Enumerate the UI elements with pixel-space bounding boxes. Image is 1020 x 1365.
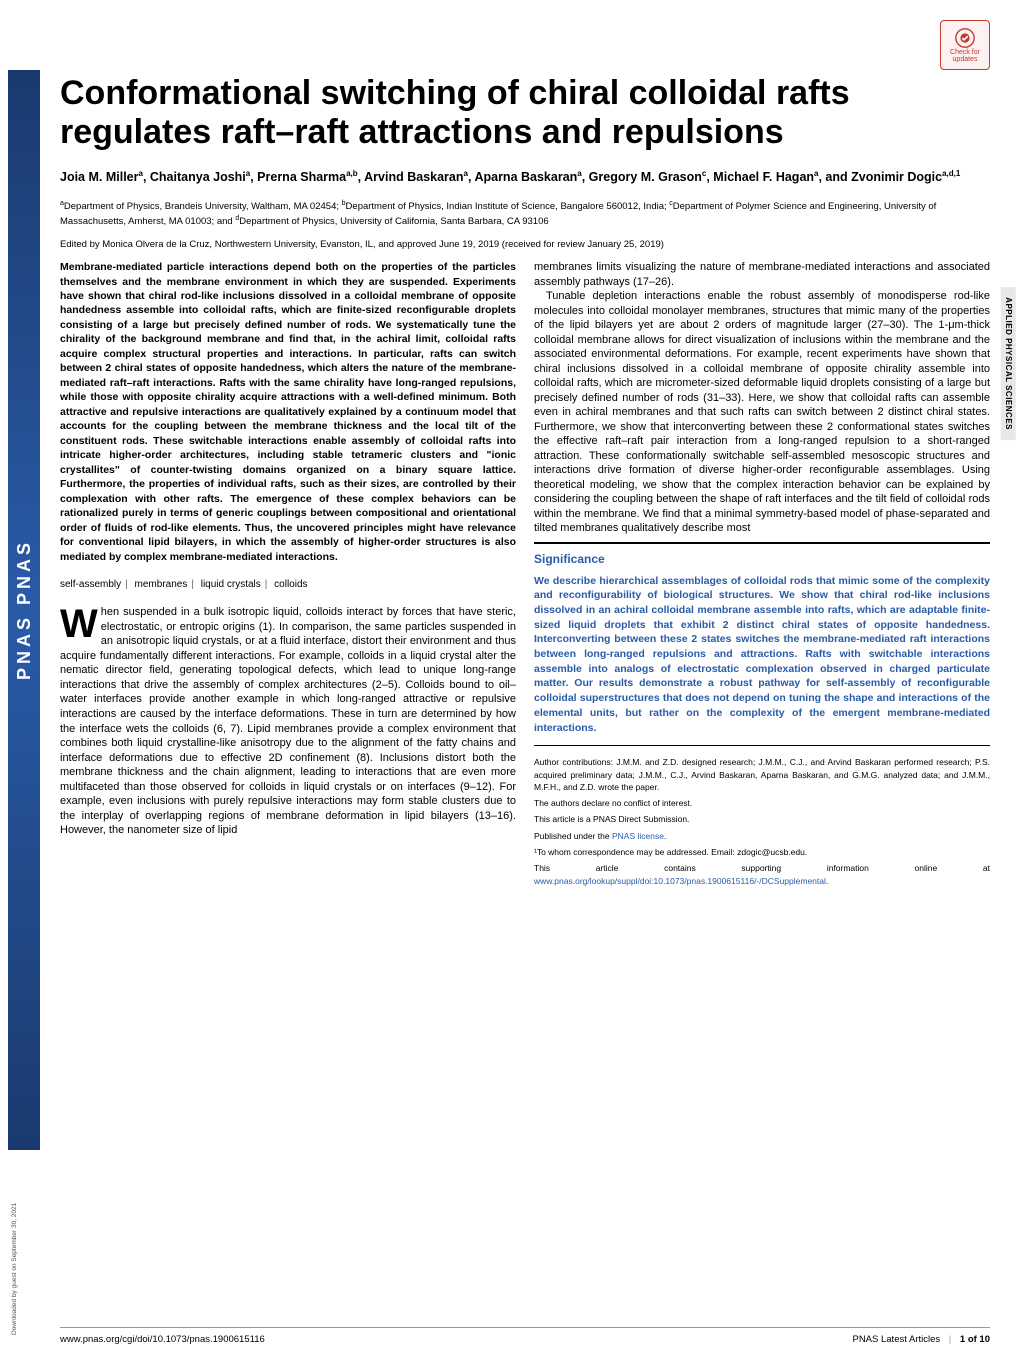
body-paragraph-right-2: Tunable depletion interactions enable th… [534,289,990,536]
footer-issue: PNAS Latest Articles [852,1334,940,1345]
corresponding-author: ¹To whom correspondence may be addressed… [534,846,990,858]
page-footer: www.pnas.org/cgi/doi/10.1073/pnas.190061… [60,1327,990,1345]
supp-pre: This article contains supporting informa… [534,863,990,873]
license-post: . [664,831,666,841]
left-column: Membrane-mediated particle interactions … [60,260,516,891]
journal-ribbon: PNAS PNAS [8,70,40,1150]
significance-heading: Significance [534,552,990,568]
footer-right: PNAS Latest Articles | 1 of 10 [852,1334,990,1345]
author-list: Joia M. Millera, Chaitanya Joshia, Prern… [60,168,990,187]
keyword: colloids [274,579,307,590]
supp-post: . [826,876,828,886]
keyword: liquid crystals [201,579,261,590]
license-link[interactable]: PNAS license [612,831,664,841]
footer-page-number: 1 of 10 [960,1334,990,1345]
significance-text: We describe hierarchical assemblages of … [534,574,990,736]
footer-doi: www.pnas.org/cgi/doi/10.1073/pnas.190061… [60,1334,265,1345]
keywords-line: self-assembly| membranes| liquid crystal… [60,578,516,591]
crossmark-icon [954,27,976,49]
journal-ribbon-text: PNAS PNAS [14,539,35,680]
conflict-statement: The authors declare no conflict of inter… [534,797,990,809]
section-side-label: APPLIED PHYSICAL SCIENCES [1001,287,1016,440]
badge-line2: updates [953,56,978,63]
license-pre: Published under the [534,831,612,841]
edited-by-line: Edited by Monica Olvera de la Cruz, Nort… [60,239,990,250]
keyword: membranes [135,579,188,590]
page-content: Check for updates APPLIED PHYSICAL SCIEN… [60,20,990,1345]
body-paragraph-left: When suspended in a bulk isotropic liqui… [60,605,516,837]
check-updates-badge[interactable]: Check for updates [940,20,990,70]
supplemental-line: This article contains supporting informa… [534,862,990,887]
significance-box: Significance We describe hierarchical as… [534,542,990,746]
download-note: Downloaded by guest on September 30, 202… [11,1203,18,1335]
footer-separator: | [949,1334,951,1345]
license-line: Published under the PNAS license. [534,830,990,842]
abstract-text: Membrane-mediated particle interactions … [60,260,516,564]
keyword: self-assembly [60,579,121,590]
badge-line1: Check for [950,49,980,56]
affiliations: aDepartment of Physics, Brandeis Univers… [60,199,990,229]
keyword-separator: | [125,579,128,590]
author-contributions: Author contributions: J.M.M. and Z.D. de… [534,756,990,793]
direct-submission: This article is a PNAS Direct Submission… [534,813,990,825]
body-paragraph-right-top: membranes limits visualizing the nature … [534,260,990,289]
keyword-separator: | [265,579,268,590]
drop-cap: W [60,605,101,641]
right-column: membranes limits visualizing the nature … [534,260,990,891]
article-title: Conformational switching of chiral collo… [60,74,990,152]
supplemental-link[interactable]: www.pnas.org/lookup/suppl/doi:10.1073/pn… [534,876,826,886]
body-text-left: hen suspended in a bulk isotropic liquid… [60,606,516,836]
two-column-body: Membrane-mediated particle interactions … [60,260,990,891]
article-metadata: Author contributions: J.M.M. and Z.D. de… [534,756,990,887]
keyword-separator: | [191,579,194,590]
